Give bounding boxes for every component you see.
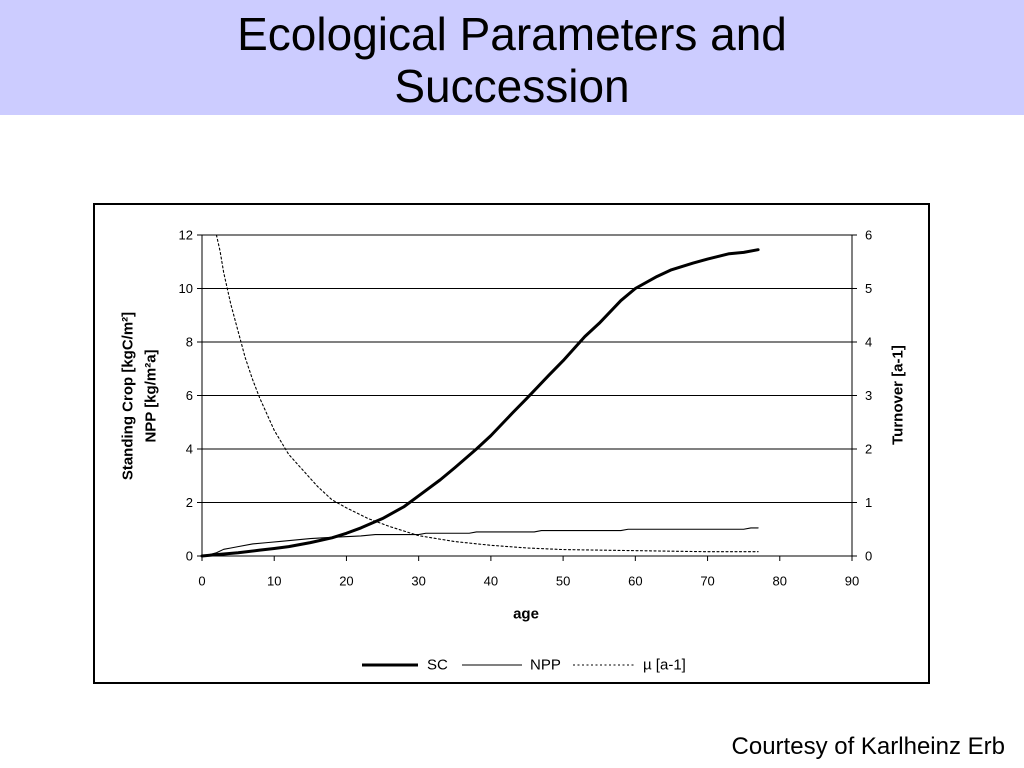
legend-label-sc: SC — [427, 657, 448, 674]
y-tick-label-right: 3 — [865, 388, 872, 403]
x-tick-label: 90 — [845, 574, 859, 589]
x-tick-label: 70 — [700, 574, 714, 589]
slide-title: Ecological Parameters and Succession — [237, 8, 787, 112]
legend: SC NPP µ [a-1] — [362, 657, 686, 674]
x-tick-label: 80 — [773, 574, 787, 589]
x-tick-label: 50 — [556, 574, 570, 589]
y-axis-label-left-line2: NPP [kg/m²a] — [143, 349, 160, 442]
title-banner: Ecological Parameters and Succession — [0, 0, 1024, 115]
x-tick-label: 0 — [198, 574, 205, 589]
y-tick-label-right: 1 — [865, 495, 872, 510]
x-tick-label: 30 — [411, 574, 425, 589]
y-tick-label-left: 0 — [186, 549, 193, 564]
y-tick-label-left: 8 — [186, 335, 193, 350]
y-axis-label-right: Turnover [a-1] — [890, 345, 907, 445]
legend-label-npp: NPP — [530, 657, 561, 674]
x-tick-label: 20 — [339, 574, 353, 589]
x-tick-label: 40 — [484, 574, 498, 589]
y-tick-label-left: 4 — [186, 442, 193, 457]
series-3-line — [215, 234, 759, 553]
series-group — [200, 234, 760, 558]
x-tick-label: 60 — [628, 574, 642, 589]
series-1-line — [200, 248, 760, 558]
y-tick-label-right: 5 — [865, 281, 872, 296]
chart-frame — [93, 203, 930, 684]
credit-footer: Courtesy of Karlheinz Erb — [731, 733, 1005, 760]
y-tick-label-left: 10 — [179, 281, 193, 296]
y-tick-label-right: 6 — [865, 228, 872, 243]
y-tick-label-left: 12 — [179, 228, 193, 243]
y-tick-label-left: 6 — [186, 388, 193, 403]
y-tick-label-right: 4 — [865, 335, 872, 350]
y-tick-label-left: 2 — [186, 495, 193, 510]
y-axis-label-left-line1: Standing Crop [kgC/m²] — [120, 312, 137, 480]
x-tick-label: 10 — [267, 574, 281, 589]
legend-label-mu: µ [a-1] — [643, 657, 686, 674]
series-2-line — [201, 527, 759, 557]
x-axis-label: age — [513, 606, 539, 623]
y-tick-label-right: 0 — [865, 549, 872, 564]
y-tick-label-right: 2 — [865, 442, 872, 457]
